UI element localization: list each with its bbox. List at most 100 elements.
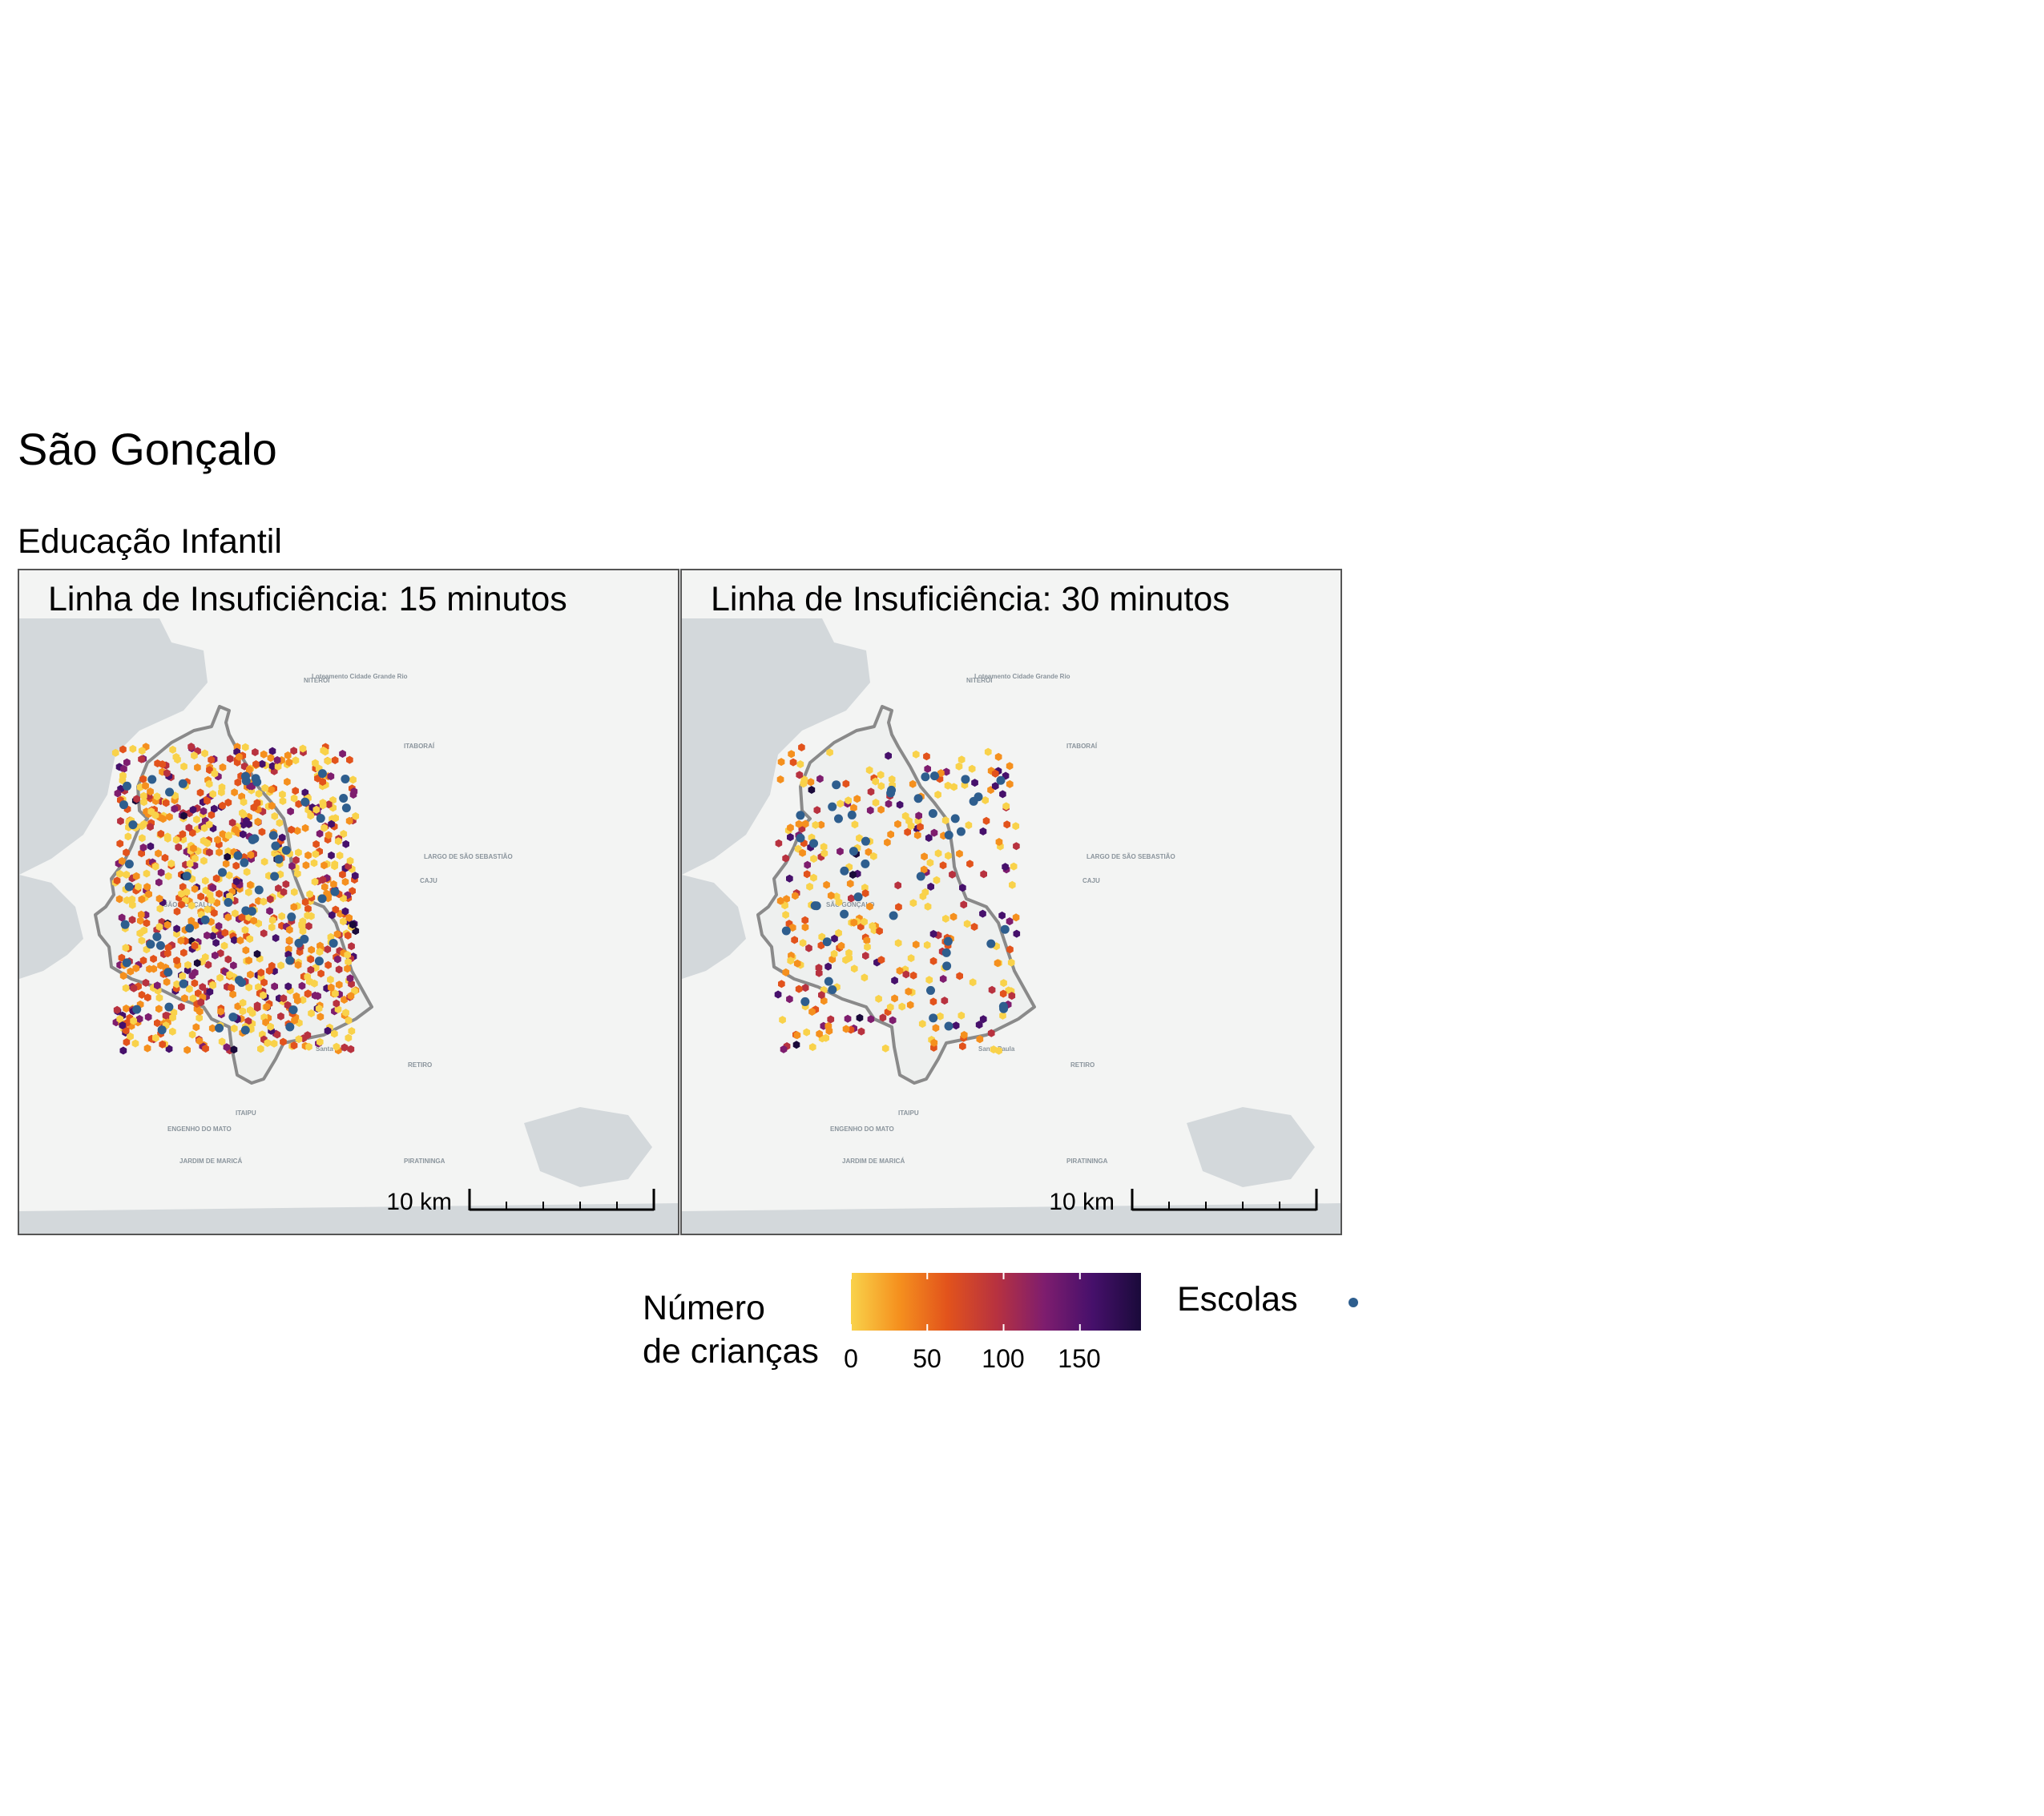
hexbin-cell [991,782,999,791]
hexbin-cell [980,870,987,879]
hexbin-cell [334,837,342,846]
hexbin-cell [312,759,319,767]
hexbin-cell [333,999,341,1008]
hexbin-cell [260,991,267,1000]
basemap-label: PIRATININGA [1066,1158,1108,1165]
hexbin-cell [912,750,920,759]
hexbin-cell [212,874,220,883]
hexbin-cell [268,916,276,924]
hexbin-cell [180,762,187,771]
hexbin-cell [895,903,902,912]
hexbin-cell [1010,862,1018,871]
hexbin-cell [872,799,880,807]
hexbin-cell [930,1038,938,1047]
hexbin-cell [316,1013,325,1021]
hexbin-cell [330,880,337,888]
hexbin-cell [243,868,251,876]
hexbin-cell [335,965,343,974]
bay-water [682,618,870,875]
school-point [928,809,937,819]
hexbin-layer [111,743,360,1055]
hexbin-cell [304,989,312,998]
hexbin-cell [220,941,228,950]
hexbin-cell [242,743,249,751]
hexbin-cell [221,928,229,937]
hexbin-cell [301,823,309,832]
basemap-label: NITERÓI [304,677,329,684]
hexbin-cell [844,1014,852,1023]
hexbin-cell [307,955,315,964]
hexbin-cell [175,843,183,852]
hexbin-cell [188,1030,196,1039]
school-point [341,774,350,783]
hexbin-cell [942,914,949,923]
hexbin-cell [846,880,854,888]
hexbin-cell [260,897,268,906]
hexbin-cell [183,888,191,896]
hexbin-cell [350,787,358,795]
hexbin-cell [161,853,169,862]
hexbin-cell [139,956,147,964]
hexbin-cell [178,900,185,909]
hexbin-cell [781,901,788,910]
school-point [294,938,304,948]
hexbin-cell [933,876,941,884]
hexbin-cell [788,750,795,759]
hexbin-cell [250,916,257,925]
hexbin-cell [280,1037,287,1046]
hexbin-cell [288,825,295,834]
hexbin-cell [253,949,261,958]
hexbin-cell [815,968,823,977]
school-point [218,868,228,877]
hexbin-cell [294,997,301,1005]
schools-layer [781,771,1010,1031]
hexbin-cell [901,811,909,820]
hexbin-cell [260,857,268,866]
hexbin-cell [247,880,254,889]
basemap-label: ITABORAÍ [404,743,435,750]
hexbin-cell [180,811,187,820]
hexbin-cell [341,907,349,916]
hexbin-cell [292,756,300,765]
school-point [241,906,251,916]
hexbin-cell [990,1045,998,1054]
hexbin-cell [155,878,163,887]
school-point [215,1023,224,1033]
hexbin-cell [267,754,275,763]
hexbin-cell [208,896,216,904]
legend-tick-100: 100 [982,1344,1025,1373]
hexbin-cell [833,892,841,901]
hexbin-cell [219,801,226,810]
hexbin-cell [894,939,902,948]
hexbin-cell [219,763,227,771]
hexbin-cell [896,800,904,809]
hexbin-cell [142,978,150,987]
hexbin-cell [189,805,197,814]
hexbin-cell [867,1015,875,1024]
hexbin-cell [143,869,151,878]
hexbin-cell [884,838,891,847]
hexbin-cell [957,1011,966,1020]
hexbin-cell [277,961,284,970]
hexbin-cell [271,811,279,820]
hexbin-cell [979,909,986,918]
hexbin-cell [907,954,915,963]
hexbin-cell [918,1020,926,1029]
hexbin-cell [301,788,309,797]
hexbin-cell [206,988,214,997]
school-point [164,1002,174,1012]
basemap-label: Loteamento Cidade Grande Rio [312,673,408,680]
hexbin-cell [352,811,360,820]
hexbin-cell [274,762,282,771]
hexbin-cell [1002,802,1010,811]
hexbin-cell [284,778,291,786]
hexbin-cell [271,982,278,991]
hexbin-cell [319,799,327,807]
hexbin-cell [280,994,288,1003]
hexbin-cell [189,994,197,1003]
hexbin-cell [877,805,885,814]
basemap-label: ENGENHO DO MATO [167,1125,232,1133]
hexbin-cell [998,911,1006,920]
hexbin-cell [851,820,859,829]
hexbin-cell [845,948,853,957]
